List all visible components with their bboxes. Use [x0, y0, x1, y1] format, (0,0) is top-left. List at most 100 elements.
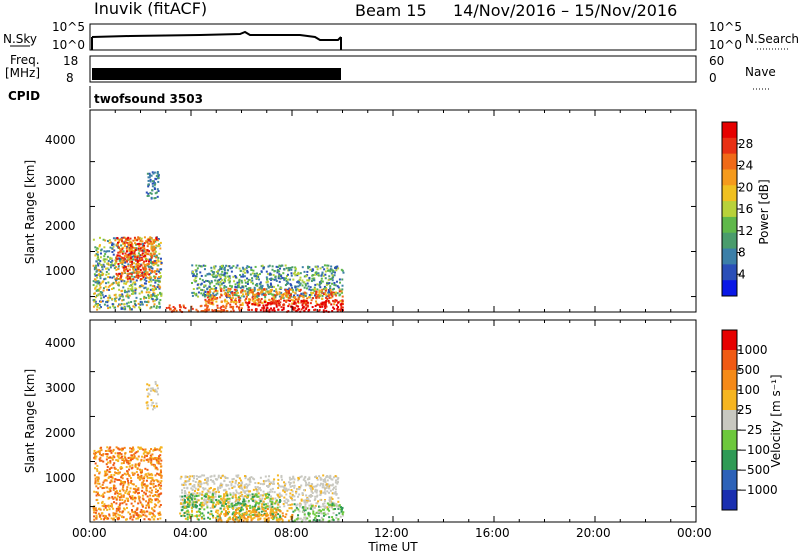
velocity-cell	[156, 498, 159, 501]
power-cell	[152, 247, 155, 250]
power-cell	[278, 295, 281, 298]
power-cell	[128, 294, 131, 297]
velocity-cell	[132, 448, 135, 451]
freq-tick-low: 8	[66, 71, 74, 85]
power-cell	[313, 309, 316, 312]
power-cell	[225, 294, 228, 297]
power-cell	[156, 293, 159, 296]
velocity-cell	[217, 509, 220, 512]
velocity-cell	[143, 518, 146, 521]
power-cell	[95, 285, 98, 288]
power-cell	[155, 236, 158, 239]
velocity-cell	[290, 478, 293, 481]
power-cell	[322, 288, 325, 291]
power-cell	[97, 273, 100, 276]
velocity-cell	[150, 404, 153, 407]
velocity-cell	[154, 457, 157, 460]
power-cell	[269, 272, 272, 275]
power-cell	[145, 268, 148, 271]
velocity-cell	[152, 463, 155, 466]
power-cell	[286, 275, 289, 278]
velocity-cell	[266, 505, 269, 508]
velocity-cell	[137, 450, 140, 453]
velocity-cell	[292, 510, 295, 513]
velocity-cell	[281, 512, 284, 515]
velocity-cell	[119, 453, 122, 456]
velocity-cell	[268, 505, 271, 508]
velocity-cell	[225, 498, 228, 501]
velocity-cell	[211, 494, 214, 497]
power-cell	[97, 294, 100, 297]
velocity-cell	[196, 499, 199, 502]
velocity-cell	[232, 491, 235, 494]
power-cell	[290, 268, 293, 271]
power-cell	[247, 293, 250, 296]
power-cell	[118, 294, 121, 297]
power-cell	[96, 253, 99, 256]
velocity-cell	[132, 487, 135, 490]
velocity-cell	[146, 388, 149, 391]
power-cell	[235, 292, 238, 295]
velocity-cell	[180, 502, 183, 505]
power-cell	[141, 266, 144, 269]
velocity-cell	[142, 452, 145, 455]
velocity-cell	[315, 519, 318, 522]
power-cell	[139, 243, 142, 246]
power-cell	[153, 239, 156, 242]
power-cell	[191, 294, 194, 297]
velocity-cell	[207, 494, 210, 497]
nsky-label: N.Sky	[3, 32, 37, 46]
velocity-cell	[125, 518, 128, 521]
power-cell	[276, 293, 279, 296]
velocity-cell	[193, 485, 196, 488]
velocity-cell	[148, 451, 151, 454]
power-cell	[97, 302, 100, 305]
velocity-cell	[308, 477, 311, 480]
power-cell	[294, 274, 297, 277]
power-cell	[126, 270, 129, 273]
power-cell	[203, 268, 206, 271]
power-cell	[204, 308, 207, 311]
velocity-cell	[219, 501, 222, 504]
power-cell	[222, 281, 225, 284]
velocity-cell	[212, 516, 215, 519]
power-cell	[214, 297, 217, 300]
power-cell	[136, 275, 139, 278]
velocity-cell	[153, 494, 156, 497]
velocity-cell	[101, 487, 104, 490]
velocity-cell	[259, 476, 262, 479]
power-cell	[99, 292, 102, 295]
power-cell	[337, 301, 340, 304]
velocity-cell	[120, 494, 123, 497]
power-cell	[198, 264, 201, 267]
power-cell	[196, 283, 199, 286]
power-cell	[114, 297, 117, 300]
xtick-0: 00:00	[72, 526, 107, 540]
power-cell	[282, 277, 285, 280]
velocity-cell	[322, 478, 325, 481]
velocity-cell	[106, 490, 109, 493]
velocity-cell	[98, 451, 101, 454]
power-cell	[227, 279, 230, 282]
power-cell	[116, 243, 119, 246]
velocity-cell	[241, 512, 244, 515]
velocity-cell	[159, 513, 162, 516]
velocity-cell	[274, 507, 277, 510]
velocity-cell	[179, 495, 182, 498]
power-cell	[206, 300, 209, 303]
power-cell	[115, 282, 118, 285]
velocity-cell	[264, 493, 267, 496]
power-cell	[134, 276, 137, 279]
power-cell	[159, 247, 162, 250]
power-cell	[219, 296, 222, 299]
power-cell	[103, 303, 106, 306]
power-cell	[155, 261, 158, 264]
velocity-cell	[179, 477, 182, 480]
velocity-cell	[305, 497, 308, 500]
power-cell	[159, 276, 162, 279]
power-cell	[278, 304, 281, 307]
velocity-cell	[305, 494, 308, 497]
velocity-cell	[315, 495, 318, 498]
power-cell	[131, 285, 134, 288]
